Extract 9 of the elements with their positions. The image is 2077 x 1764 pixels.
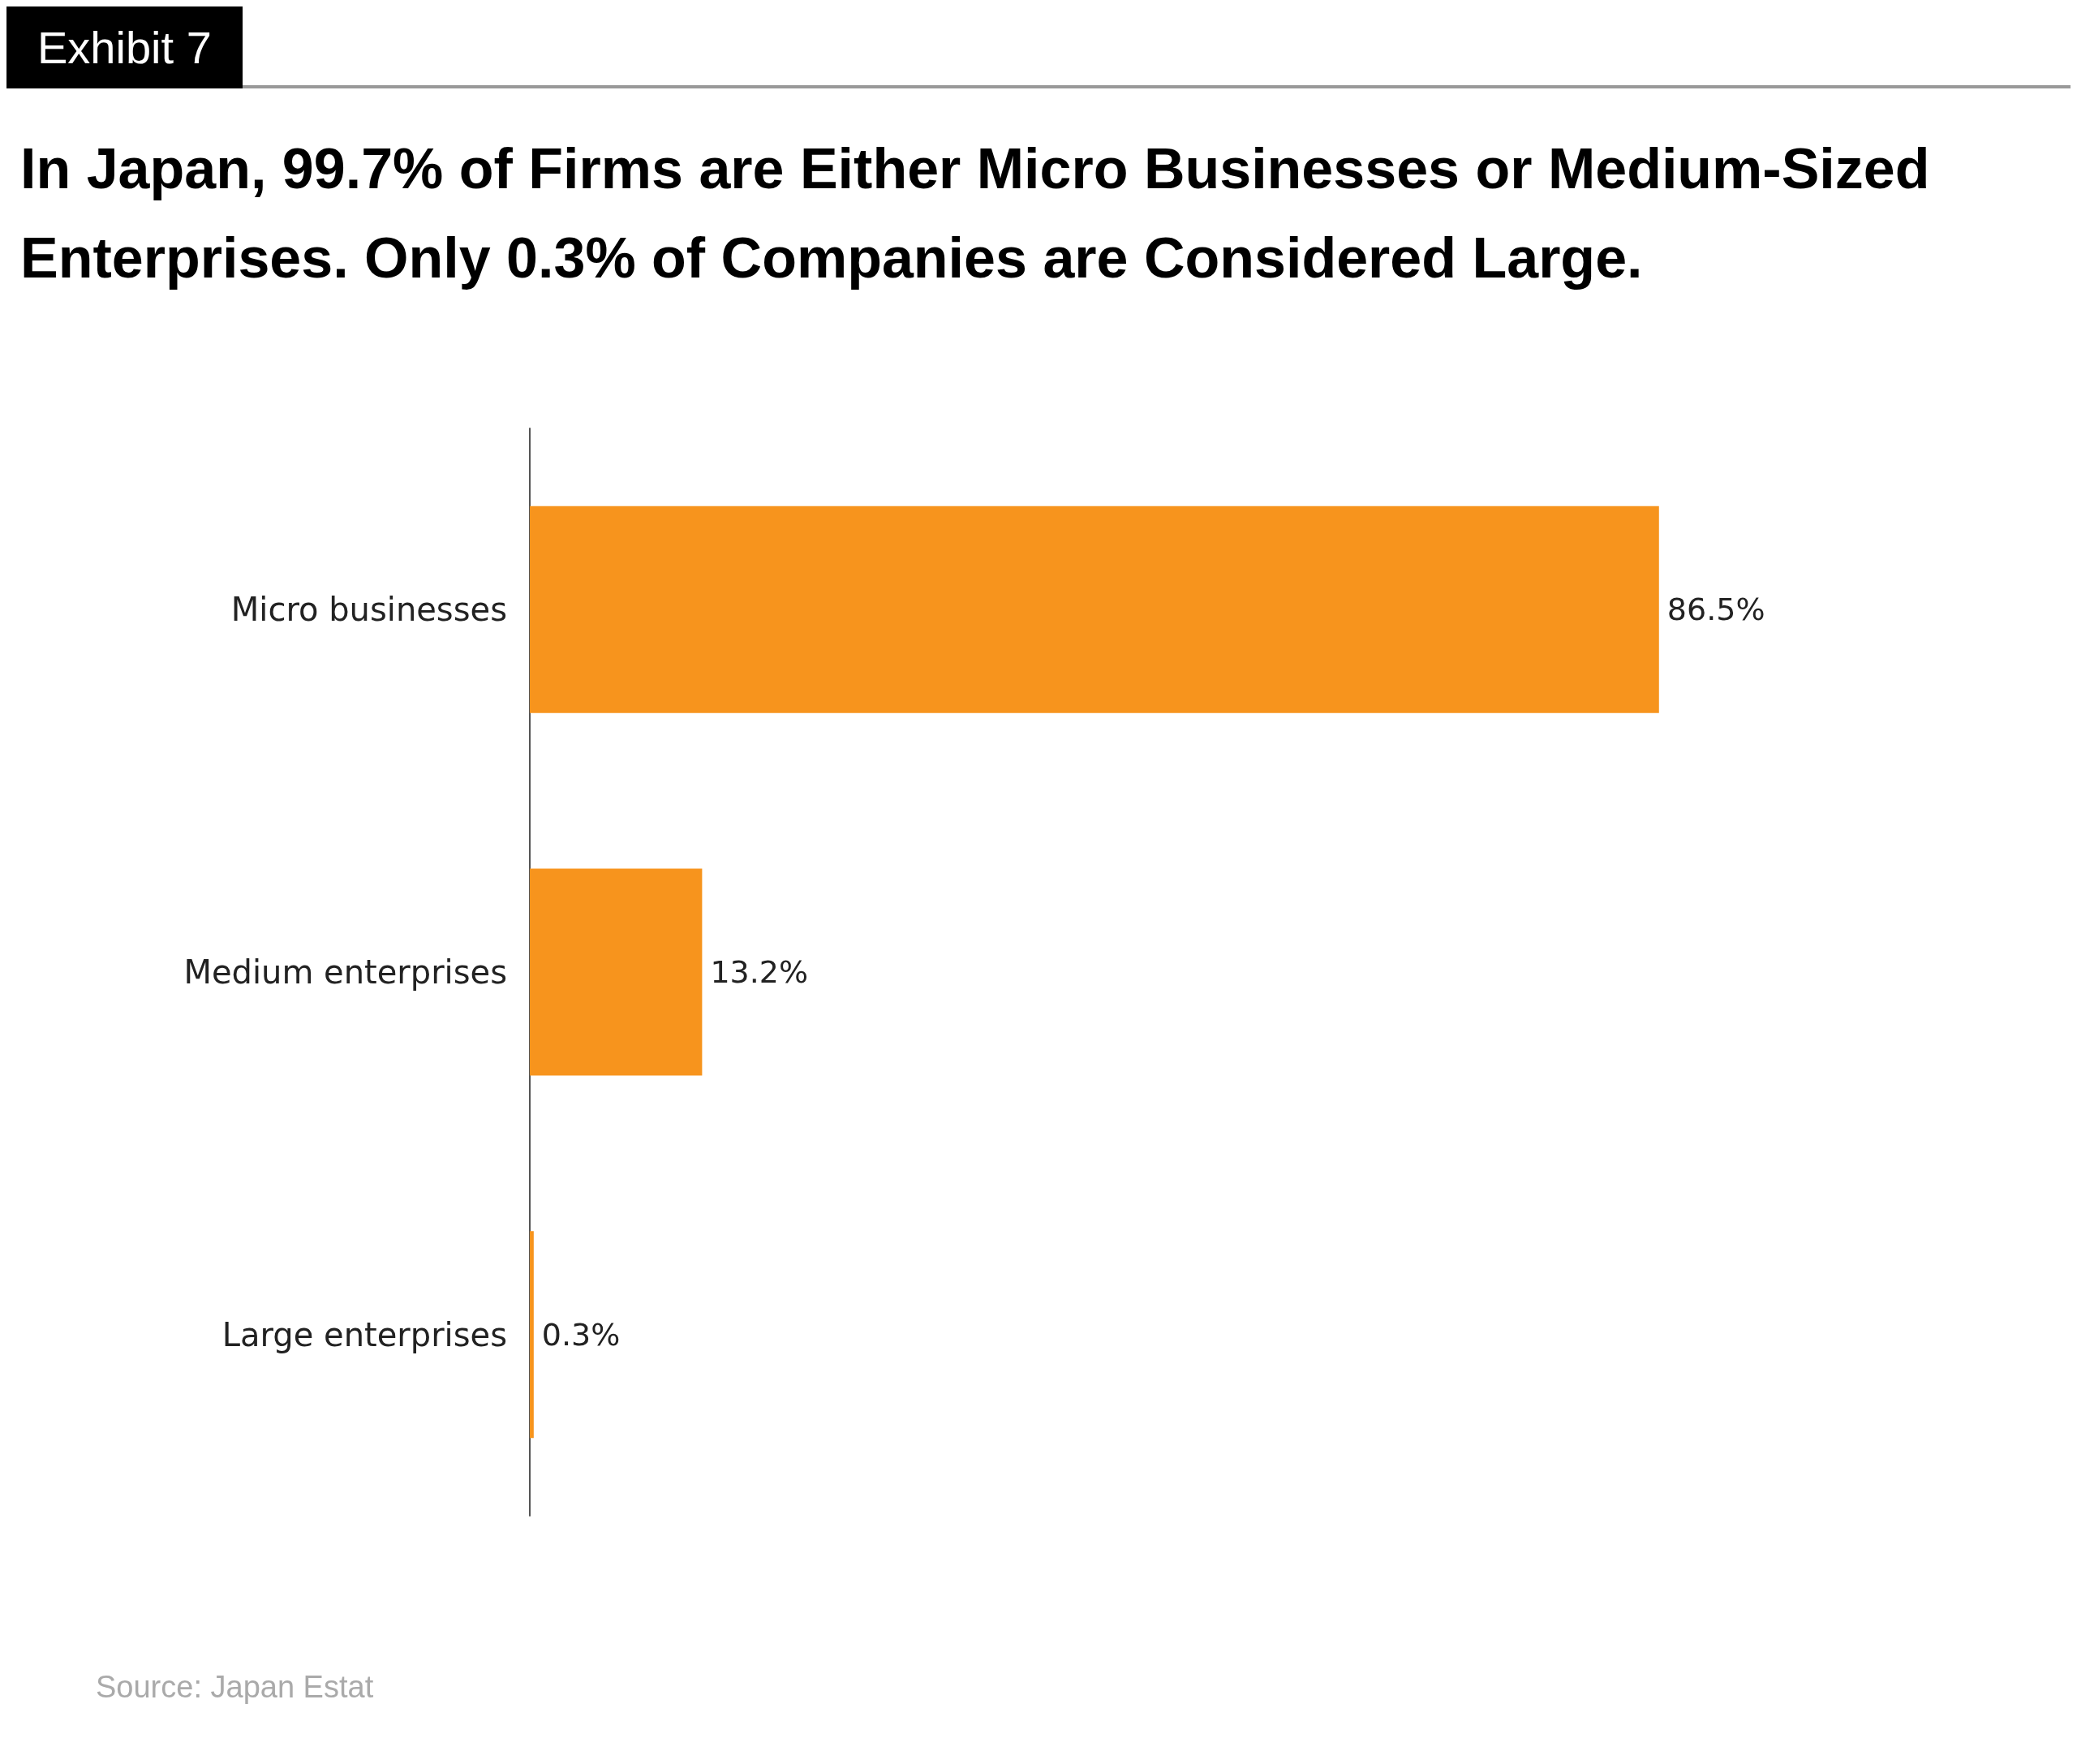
y-tick-label: Medium enterprises [183,953,507,991]
data-label: 86.5% [1666,592,1765,628]
source-note: Source: Japan Estat [96,1670,374,1705]
y-tick-label: Large enterprises [221,1315,507,1353]
data-label: 13.2% [710,954,809,990]
data-label: 0.3% [541,1316,621,1353]
text: Exhibit 7 [6,6,243,88]
chart-title: In Japan, 99.7% of Firms are Either Micro Businesses or Medium-Sized Enterprises. Only 0.3% of Companies are Considered Large. [20,137,1946,290]
y-tick-label: Micro businesses [230,591,507,629]
